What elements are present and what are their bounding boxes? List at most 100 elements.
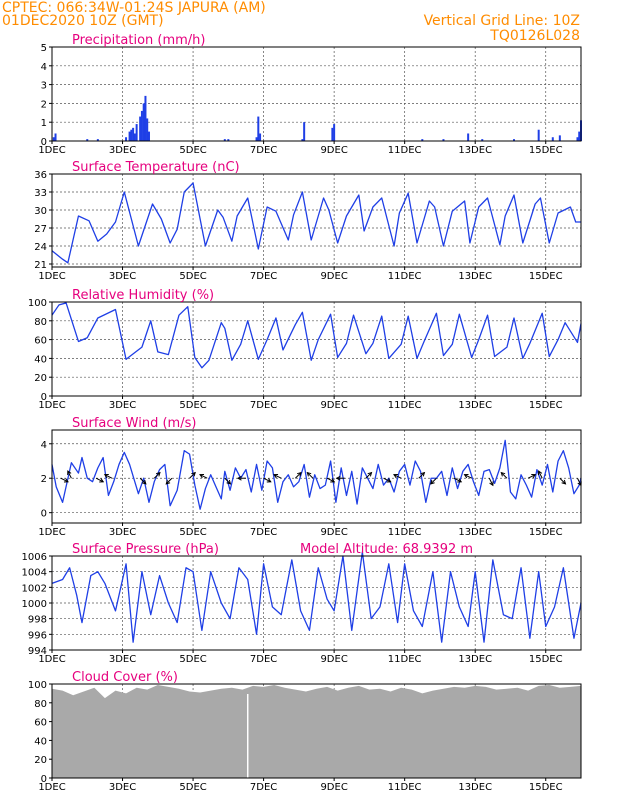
wind-title: Surface Wind (m/s): [72, 416, 196, 431]
wind-xtick-label: 7DEC: [250, 527, 277, 538]
wind-arrow-head: [226, 479, 232, 485]
cloud-ytick-label: 0: [41, 774, 47, 785]
precip-bar: [135, 124, 138, 141]
wind-arrow-head: [393, 473, 399, 479]
precip-xtick-label: 3DEC: [109, 145, 136, 156]
wind-arrow-head: [199, 473, 205, 479]
pres-xtick-label: 15DEC: [529, 654, 563, 665]
wind-arrow-head: [297, 471, 302, 477]
rh-xtick-label: 7DEC: [250, 400, 277, 411]
precip-bar: [52, 137, 55, 141]
rh-line: [51, 302, 582, 369]
precip-bar: [144, 95, 147, 141]
wind-arrow-head: [165, 479, 171, 485]
pres-xtick-label: 13DEC: [458, 654, 492, 665]
wind-arrow: [104, 474, 113, 479]
wind-arrow-head: [141, 479, 147, 485]
temp-xtick-label: 13DEC: [458, 271, 492, 282]
cloud-ytick-label: 100: [28, 680, 47, 691]
wind-arrow-head: [191, 471, 196, 477]
pres-ytick-label: 994: [28, 646, 47, 657]
wind-arrow: [95, 477, 104, 483]
cloud-xtick-label: 5DEC: [179, 782, 206, 793]
temp-ytick-label: 21: [34, 260, 47, 271]
precip-bar: [303, 122, 306, 141]
wind-arrow: [577, 477, 582, 486]
precip-xtick-label: 15DEC: [529, 145, 563, 156]
rh-frame: [51, 301, 582, 397]
cloud-xtick-label: 3DEC: [109, 782, 136, 793]
wind-xtick-label: 9DEC: [320, 527, 347, 538]
pres-ytick-label: 1004: [22, 568, 47, 579]
pres-ytick-label: 1000: [22, 599, 47, 610]
precip-ytick-label: 0: [41, 137, 47, 148]
precip-bar: [259, 133, 262, 141]
wind-frame: [51, 429, 582, 524]
wind-arrow-head: [457, 478, 463, 483]
wind-arrow-head: [155, 471, 161, 477]
wind-arrow: [453, 477, 462, 483]
cloud-xtick-label: 9DEC: [320, 782, 347, 793]
wind-xtick-label: 13DEC: [458, 527, 492, 538]
precip-bar: [139, 116, 142, 141]
pres-xtick-label: 1DEC: [38, 654, 65, 665]
pres-xtick-label: 7DEC: [250, 654, 277, 665]
rh-ytick-label: 0: [41, 392, 47, 403]
wind-arrow-head: [430, 479, 435, 485]
precip-title: Precipitation (mm/h): [72, 33, 205, 48]
wind-arrow: [538, 470, 543, 479]
temp-ytick-label: 36: [34, 170, 47, 181]
cloud-frame: [51, 683, 582, 779]
wind-arrow-head: [63, 478, 69, 483]
temp-xtick-label: 9DEC: [320, 271, 347, 282]
wind-arrow-head: [386, 478, 392, 483]
wind-arrow: [430, 477, 437, 485]
wind-arrow-head: [99, 478, 105, 483]
precip-bar: [96, 139, 99, 141]
pres-ytick-label: 998: [28, 615, 47, 626]
temp-xtick-label: 1DEC: [38, 271, 65, 282]
precip-bar: [146, 118, 149, 141]
temp-line: [51, 182, 581, 264]
rh-ytick-label: 60: [34, 336, 47, 347]
rh-xtick-label: 1DEC: [38, 400, 65, 411]
precip-bar: [257, 116, 260, 141]
wind-arrow: [60, 477, 69, 483]
rh-xtick-label: 15DEC: [529, 400, 563, 411]
pres-xtick-label: 5DEC: [179, 654, 206, 665]
precip-ytick-label: 5: [41, 43, 47, 54]
wind-arrow: [189, 472, 196, 479]
cloud-xtick-label: 15DEC: [529, 782, 563, 793]
cloud-ytick-label: 60: [34, 718, 47, 729]
temp-title: Surface Temperature (nC): [72, 160, 240, 175]
precip-xtick-label: 11DEC: [388, 145, 422, 156]
rh-xtick-label: 9DEC: [320, 400, 347, 411]
precip-bar: [578, 131, 581, 141]
wind-xtick-label: 3DEC: [109, 527, 136, 538]
precip-bar: [558, 135, 561, 141]
temp-ytick-label: 24: [34, 242, 47, 253]
wind-arrow-head: [67, 470, 72, 476]
rh-xtick-label: 11DEC: [388, 400, 422, 411]
wind-arrow: [488, 477, 494, 486]
pres-ytick-label: 996: [28, 630, 47, 641]
precip-bar: [481, 139, 484, 141]
cloud-area: [52, 684, 581, 778]
wind-arrow-head: [236, 475, 242, 481]
pres-ytick-label: 1006: [22, 552, 47, 563]
wind-arrow: [273, 474, 282, 479]
wind-arrow-head: [330, 478, 336, 483]
pres-xtick-label: 11DEC: [388, 654, 422, 665]
pres-annotation: Model Altitude: 68.9392 m: [300, 542, 473, 557]
pres-title: Surface Pressure (hPa): [72, 542, 219, 557]
wind-arrow-head: [266, 478, 272, 483]
wind-ytick-label: 0: [41, 509, 47, 520]
precip-ytick-label: 3: [41, 81, 47, 92]
header-station: CPTEC: 066:34W-01:24S JAPURA (AM): [2, 0, 266, 16]
wind-arrow: [464, 474, 472, 479]
precip-bar: [537, 129, 540, 141]
precip-xtick-label: 13DEC: [458, 145, 492, 156]
rh-title: Relative Humidity (%): [72, 288, 214, 303]
temp-ytick-label: 27: [34, 224, 47, 235]
precip-bar: [331, 127, 334, 141]
